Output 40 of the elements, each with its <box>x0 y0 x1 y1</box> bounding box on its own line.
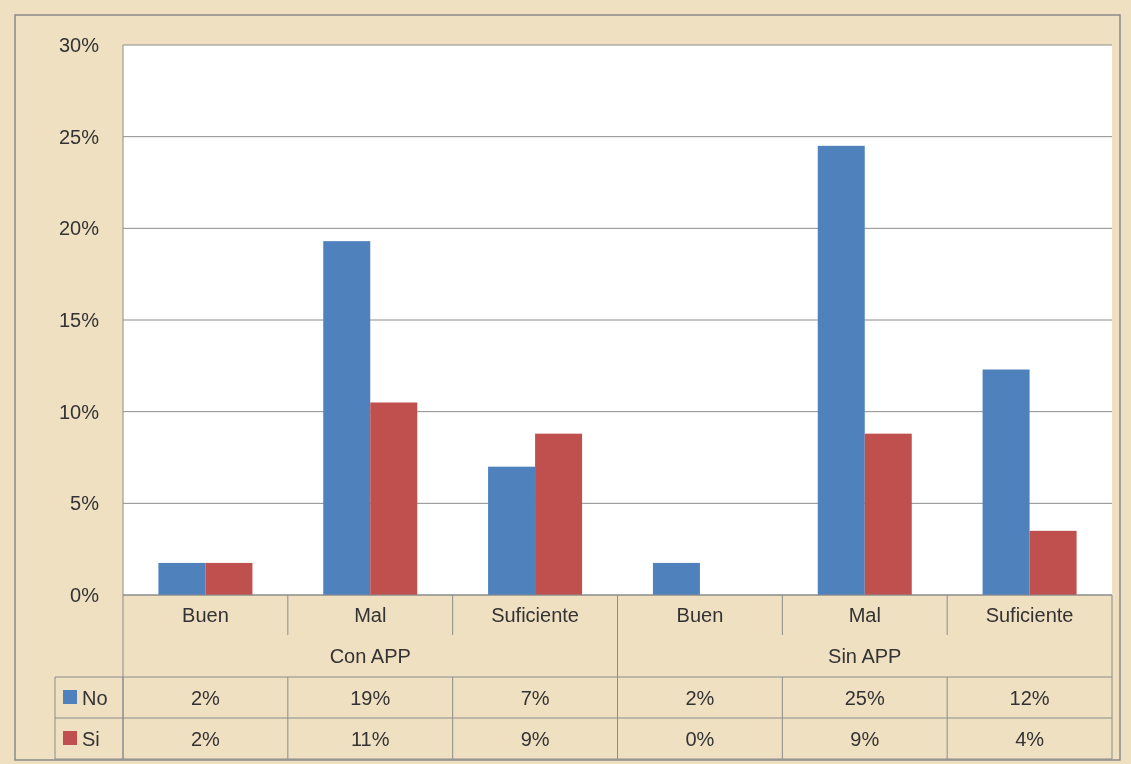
y-tick-label: 0% <box>70 584 100 606</box>
bar <box>652 562 700 595</box>
data-label: 11% <box>350 728 390 750</box>
legend-label: Si <box>82 728 100 750</box>
bar <box>1029 530 1077 595</box>
data-label: 25% <box>844 687 885 709</box>
bar <box>158 562 206 595</box>
x-tick-label: Suficiente <box>491 604 580 626</box>
y-tick-label: 30% <box>58 34 100 56</box>
x-tick-label: Buen <box>182 604 229 626</box>
y-tick-label: 15% <box>58 309 100 331</box>
x-tick-label: Buen <box>676 604 724 626</box>
data-label: 9% <box>850 728 880 750</box>
y-tick-label: 25% <box>58 125 100 148</box>
text: Con APP <box>329 645 411 667</box>
y-tick-label: 10% <box>58 400 100 423</box>
y-tick-label: 5% <box>70 492 100 515</box>
text: Sin APP <box>828 645 902 667</box>
bar <box>535 433 583 595</box>
x-tick-label: Mal <box>354 604 387 626</box>
data-label: 2% <box>190 687 221 709</box>
data-label: 2% <box>685 687 715 709</box>
bar <box>864 433 912 595</box>
bar <box>323 241 371 595</box>
bar <box>817 145 865 595</box>
bar <box>205 562 253 595</box>
data-label: 19% <box>350 687 391 709</box>
bar <box>488 466 536 595</box>
bar <box>370 402 418 595</box>
data-label: 4% <box>1015 728 1045 750</box>
x-tick-label: Mal <box>848 604 881 626</box>
data-label: 7% <box>520 687 550 709</box>
data-label: 12% <box>1009 687 1050 709</box>
y-tick-label: 20% <box>58 217 100 240</box>
bar <box>982 369 1030 595</box>
data-label: 9% <box>520 728 550 750</box>
data-label: 2% <box>190 728 221 750</box>
legend-label: No <box>82 687 108 709</box>
x-tick-label: Suficiente <box>985 604 1074 626</box>
data-label: 0% <box>685 728 715 750</box>
